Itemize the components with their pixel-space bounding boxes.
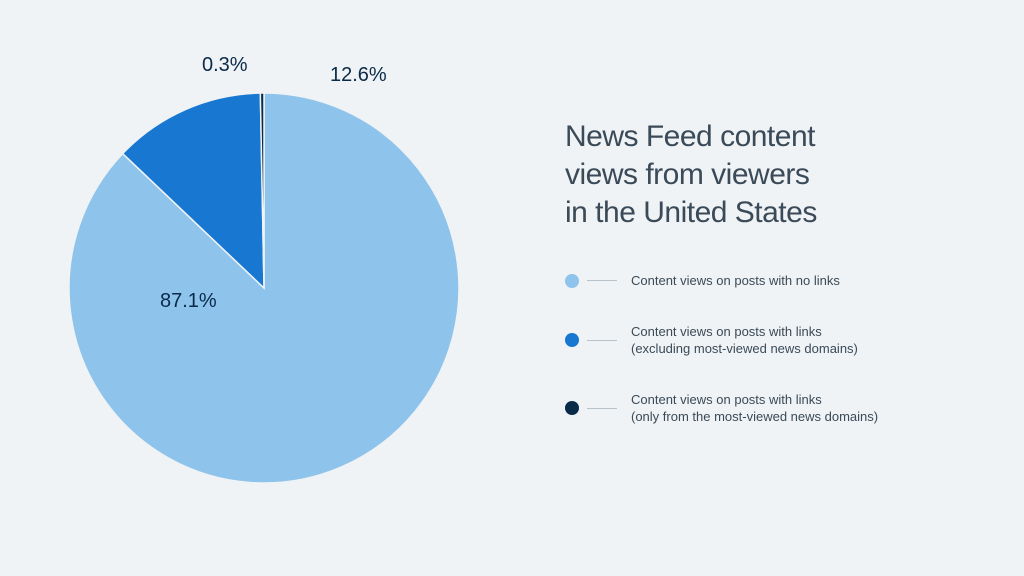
legend-connector	[587, 340, 617, 341]
legend-dot-icon	[565, 401, 579, 415]
legend-item-1: Content views on posts with links(exclud…	[565, 323, 878, 357]
legend-item-2: Content views on posts with links(only f…	[565, 391, 878, 425]
legend: Content views on posts with no links Cont…	[565, 272, 878, 459]
legend-dot-icon	[565, 274, 579, 288]
chart-canvas: 87.1% 12.6% 0.3% News Feed contentviews fr…	[0, 0, 1024, 576]
slice-label-links_excl_news: 12.6%	[330, 64, 387, 87]
legend-label: Content views on posts with links(only f…	[631, 391, 878, 425]
pie-svg	[64, 88, 464, 488]
legend-connector	[587, 408, 617, 409]
legend-dot-icon	[565, 333, 579, 347]
slice-label-no_links: 87.1%	[160, 290, 217, 313]
legend-label: Content views on posts with no links	[631, 272, 878, 289]
chart-title: News Feed contentviews from viewersin th…	[565, 118, 817, 232]
legend-connector	[587, 280, 617, 281]
legend-item-0: Content views on posts with no links	[565, 272, 878, 289]
slice-label-links_news: 0.3%	[202, 54, 248, 77]
legend-label: Content views on posts with links(exclud…	[631, 323, 878, 357]
pie-chart	[64, 88, 464, 493]
